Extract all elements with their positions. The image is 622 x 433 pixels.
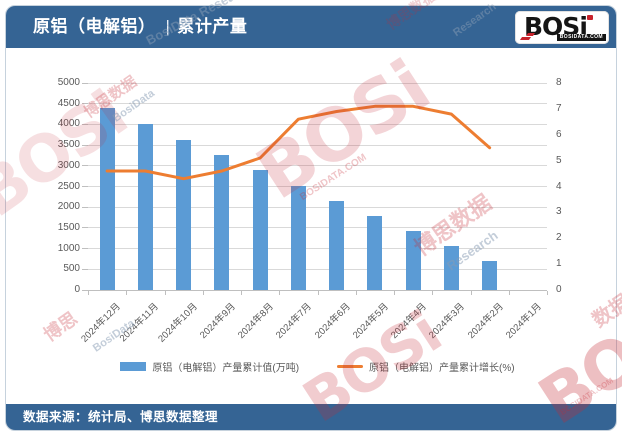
- y-axis-tick: [82, 227, 88, 229]
- bar: [137, 123, 153, 290]
- y-axis-label-left: 3000: [57, 159, 80, 171]
- gridline: [88, 248, 547, 250]
- gridline: [88, 227, 547, 229]
- y-axis-label-right: 8: [556, 77, 562, 88]
- bar: [99, 107, 115, 290]
- x-axis-tick: [432, 291, 434, 295]
- gridline: [88, 165, 547, 167]
- y-axis-label-left: 5000: [57, 77, 80, 88]
- title-left: 原铝（电解铝）: [33, 17, 156, 36]
- y-axis-label-right: 3: [556, 206, 562, 218]
- title-right: 累计产量: [177, 17, 248, 36]
- x-axis-tick: [394, 291, 395, 295]
- y-axis-label-left: 4500: [57, 97, 80, 109]
- x-axis-tick: [547, 291, 548, 295]
- y-axis-label-left: 0: [74, 284, 80, 295]
- y-axis-label-left: 4000: [57, 118, 80, 130]
- gridline: [88, 268, 547, 270]
- y-axis-label-right: 6: [556, 128, 562, 140]
- y-axis-label-left: 2000: [57, 201, 80, 213]
- x-axis-tick: [241, 291, 242, 295]
- bar: [290, 185, 306, 290]
- x-axis-tick: [126, 291, 128, 295]
- y-axis-tick: [82, 248, 88, 250]
- page-title: 原铝（电解铝） | 累计产量: [6, 6, 616, 48]
- logo-red-dot-icon: [587, 15, 593, 20]
- y-axis-tick: [82, 82, 88, 84]
- data-source-text: 数据来源：统计局、博思数据整理: [23, 410, 219, 424]
- x-axis-tick: [317, 291, 319, 295]
- y-axis-tick: [82, 268, 88, 270]
- legend-bar-swatch-icon: [120, 362, 147, 371]
- x-axis-tick: [355, 291, 357, 295]
- logo-domain-text: BOSIDATA.COM: [556, 34, 606, 41]
- y-axis-label-left: 3500: [57, 139, 80, 151]
- y-axis-label-left: 2500: [57, 180, 80, 192]
- y-axis-label-right: 1: [556, 258, 562, 270]
- legend-line-label: 原铝（电解铝）产量累计增长(%): [369, 363, 515, 374]
- bosi-logo: BOSi BOSIDATA.COM: [515, 11, 609, 44]
- y-axis-label-right: 7: [556, 102, 562, 114]
- y-axis-label-left: 1000: [57, 242, 80, 254]
- gridline: [88, 206, 547, 208]
- y-axis-tick: [82, 103, 88, 105]
- bar: [252, 170, 268, 290]
- y-axis-label-right: 2: [556, 232, 562, 244]
- y-axis-label-right: 4: [556, 180, 562, 192]
- x-axis-tick: [279, 291, 281, 295]
- bar: [367, 215, 383, 290]
- bar: [443, 245, 459, 290]
- legend-item-bar-series: 原铝（电解铝）产量累计值(万吨): [120, 359, 299, 374]
- legend-line-swatch-icon: [337, 365, 364, 368]
- header-bar: 原铝（电解铝） | 累计产量 BOSi BOSIDATA.COM: [6, 6, 616, 48]
- gridline: [88, 82, 547, 84]
- gridline: [88, 186, 547, 187]
- x-axis-line: [88, 290, 547, 291]
- bar: [214, 155, 230, 290]
- x-axis-tick: [164, 291, 166, 295]
- x-axis-tick: [88, 291, 89, 295]
- y-axis-tick: [82, 123, 88, 125]
- y-axis-tick: [82, 165, 88, 167]
- legend: 原铝（电解铝）产量累计值(万吨) 原铝（电解铝）产量累计增长(%): [88, 359, 547, 374]
- x-axis-tick: [508, 291, 510, 295]
- y-axis-tick: [82, 144, 88, 146]
- y-axis-tick: [82, 206, 88, 208]
- legend-item-line-series: 原铝（电解铝）产量累计增长(%): [337, 359, 515, 374]
- y-axis-label-left: 1500: [57, 221, 80, 233]
- y-axis-label-right: 0: [556, 284, 562, 295]
- gridline: [88, 103, 547, 105]
- y-axis-label-right: 5: [556, 154, 562, 166]
- title-separator: |: [165, 17, 171, 36]
- gridline: [88, 144, 547, 146]
- bar: [329, 200, 345, 290]
- bar: [405, 231, 421, 290]
- y-axis-tick: [82, 186, 88, 187]
- bar: [482, 260, 498, 290]
- x-axis-tick: [202, 291, 204, 295]
- y-axis-label-left: 500: [63, 263, 80, 275]
- gridline: [88, 123, 547, 125]
- x-axis-tick: [470, 291, 472, 295]
- y-axis-tick: [82, 289, 88, 291]
- legend-bar-label: 原铝（电解铝）产量累计值(万吨): [152, 363, 300, 374]
- footer-bar: 数据来源：统计局、博思数据整理: [6, 404, 616, 430]
